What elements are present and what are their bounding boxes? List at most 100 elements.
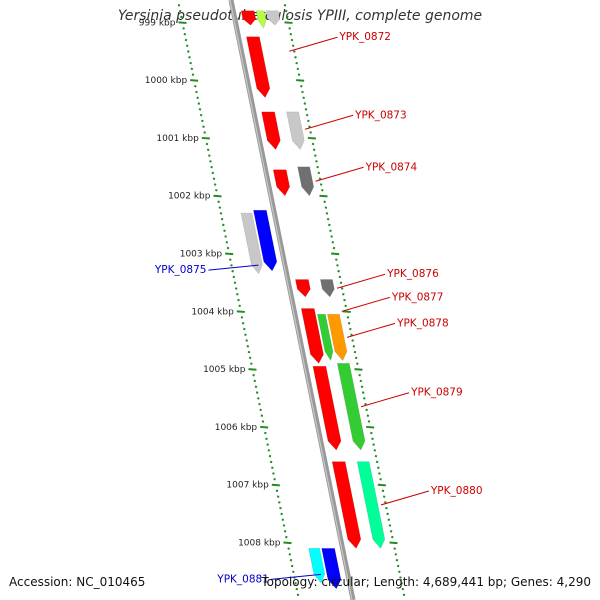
minor-tick-right — [400, 582, 403, 585]
minor-tick-right — [293, 50, 296, 53]
ruler-label: 1000 kbp — [145, 76, 188, 86]
ruler-label: 1007 kbp — [226, 481, 269, 491]
minor-tick-left — [296, 593, 300, 597]
minor-tick-left — [253, 379, 257, 383]
accession-text: Accession: NC_010465 — [9, 575, 146, 589]
minor-tick-left — [292, 570, 295, 573]
minor-tick-right — [365, 408, 368, 412]
minor-tick-right — [317, 171, 321, 175]
minor-tick-right — [347, 321, 351, 325]
minor-tick-left — [285, 535, 288, 539]
minor-tick-left — [275, 489, 279, 493]
gene-label[interactable]: YPK_0880 — [430, 485, 483, 497]
minor-tick-left — [202, 125, 205, 128]
feature-arrow[interactable] — [321, 548, 342, 590]
feature-arrow[interactable] — [240, 212, 263, 275]
minor-tick-right — [283, 4, 287, 7]
minor-tick-left — [177, 4, 181, 7]
feature-arrow[interactable] — [272, 169, 290, 197]
minor-tick-right — [346, 316, 350, 319]
feature-arrow[interactable] — [317, 313, 334, 362]
leader-line — [304, 114, 354, 130]
feature-arrow[interactable] — [336, 363, 366, 451]
leader-line — [341, 296, 390, 312]
minor-tick-left — [184, 38, 188, 42]
minor-tick-left — [240, 316, 244, 319]
feature-arrow[interactable] — [253, 209, 278, 272]
minor-tick-left — [290, 564, 294, 568]
leader-line — [208, 264, 259, 271]
minor-tick-right — [321, 189, 324, 192]
minor-tick-right — [344, 304, 347, 308]
minor-tick-left — [261, 420, 265, 423]
minor-tick-right — [337, 269, 340, 273]
minor-tick-right — [308, 125, 311, 128]
feature-arrow[interactable] — [240, 10, 257, 26]
gene-label[interactable]: YPK_0874 — [365, 161, 418, 173]
minor-tick-right — [316, 165, 319, 169]
feature-arrow[interactable] — [261, 111, 281, 151]
minor-tick-left — [288, 553, 292, 556]
feature-arrow[interactable] — [255, 10, 267, 29]
minor-tick-left — [294, 582, 297, 585]
minor-tick-right — [349, 327, 352, 331]
major-tick-right — [307, 136, 316, 140]
feature-arrow[interactable] — [331, 461, 362, 549]
feature-arrow[interactable] — [300, 308, 324, 364]
minor-tick-right — [364, 402, 367, 406]
feature-arrow[interactable] — [327, 313, 348, 362]
minor-tick-left — [188, 56, 191, 59]
gene-label[interactable]: YPK_0873 — [354, 109, 407, 121]
feature-arrow[interactable] — [356, 461, 386, 549]
feature-arrow[interactable] — [297, 166, 314, 197]
genome-title: Yersinia pseudotuberculosis YPIII, compl… — [117, 8, 483, 24]
feature-arrow[interactable] — [295, 279, 311, 298]
gene-label[interactable]: YPK_0881 — [216, 573, 269, 585]
minor-tick-right — [302, 96, 305, 100]
minor-tick-left — [246, 345, 250, 348]
minor-tick-right — [381, 489, 385, 493]
minor-tick-left — [281, 518, 285, 521]
minor-tick-left — [213, 183, 217, 186]
leader-line — [380, 490, 430, 506]
minor-tick-right — [386, 512, 389, 516]
feature-arrow[interactable] — [265, 10, 281, 26]
feature-arrow[interactable] — [320, 279, 335, 298]
minor-tick-left — [258, 402, 261, 406]
gene-label[interactable]: YPK_0878 — [396, 317, 449, 329]
minor-tick-left — [203, 131, 206, 134]
ruler-label: 1002 kbp — [168, 192, 211, 202]
major-tick-left — [271, 483, 280, 487]
minor-tick-left — [180, 15, 183, 19]
minor-tick-left — [223, 229, 226, 232]
gene-label[interactable]: YPK_0875 — [154, 264, 207, 276]
minor-tick-left — [255, 391, 259, 394]
gene-label[interactable]: YPK_0872 — [338, 31, 391, 43]
minor-tick-left — [260, 414, 264, 417]
major-tick-right — [296, 79, 305, 82]
minor-tick-right — [335, 258, 338, 261]
minor-tick-right — [372, 443, 375, 446]
minor-tick-right — [314, 154, 317, 157]
minor-tick-right — [385, 506, 388, 510]
major-tick-right — [342, 310, 351, 313]
feature-arrow[interactable] — [312, 365, 342, 451]
gene-label[interactable]: YPK_0876 — [386, 268, 439, 280]
minor-tick-left — [266, 443, 269, 446]
minor-tick-left — [282, 524, 286, 527]
minor-tick-right — [367, 420, 371, 423]
ruler-label: 1008 kbp — [238, 539, 281, 549]
gene-label[interactable]: YPK_0877 — [391, 291, 444, 303]
minor-tick-right — [288, 27, 291, 30]
gene-label[interactable]: YPK_0879 — [410, 387, 463, 399]
feature-arrow[interactable] — [246, 36, 271, 98]
minor-tick-left — [209, 160, 212, 163]
minor-tick-left — [269, 460, 273, 464]
minor-tick-right — [401, 587, 405, 591]
minor-tick-right — [374, 454, 378, 458]
minor-tick-right — [379, 478, 382, 481]
minor-tick-left — [206, 148, 210, 152]
minor-tick-left — [287, 547, 290, 550]
minor-tick-left — [211, 171, 215, 175]
feature-arrow[interactable] — [286, 111, 305, 151]
